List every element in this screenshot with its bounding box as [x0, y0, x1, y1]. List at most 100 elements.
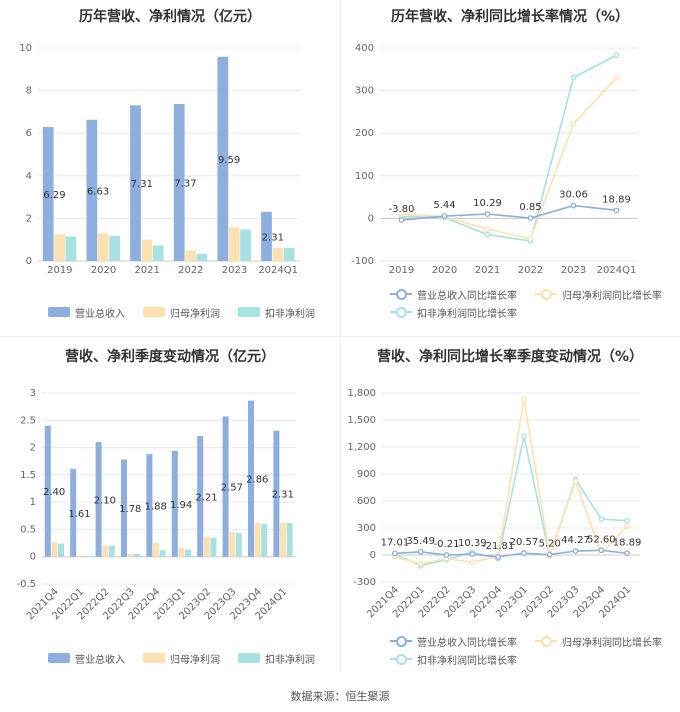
legend: 营业总收入 归母净利润 扣非净利润: [48, 303, 333, 321]
legend-swatch: [48, 307, 70, 317]
x-tick-label: 2021: [134, 265, 159, 276]
data-point: [546, 551, 553, 558]
bar: [222, 416, 229, 557]
bar: [58, 543, 65, 557]
chart-title: 历年营收、净利同比增长率情况（%）: [390, 9, 630, 25]
bar: [108, 545, 115, 557]
y-tick-label: 400: [355, 43, 374, 54]
bar: [130, 105, 141, 261]
legend-line-marker: [535, 289, 557, 300]
legend-item-parent-growth[interactable]: 归母净利润同比增长率: [535, 285, 662, 303]
legend-item-revenue-growth[interactable]: 营业总收入同比增长率: [390, 285, 517, 303]
y-tick-label: 3: [30, 388, 36, 399]
legend-item-revenue[interactable]: 营业总收入: [48, 303, 125, 321]
bar: [173, 104, 185, 261]
bar: [273, 430, 280, 557]
data-point: [613, 52, 620, 59]
data-point: [572, 478, 579, 485]
bar-value-label: 7.37: [174, 179, 196, 190]
series-line: [394, 399, 628, 565]
y-tick-label: 300: [357, 523, 376, 534]
y-tick-label: 4: [26, 171, 32, 182]
legend-label: 归母净利润: [170, 654, 220, 666]
bar: [283, 247, 295, 261]
bar: [152, 245, 164, 261]
bar-value-label: 2.31: [272, 490, 294, 501]
y-tick-label: -300: [353, 577, 376, 588]
y-tick-label: 2: [30, 443, 36, 454]
legend-label: 归母净利润同比增长率: [562, 637, 662, 649]
legend-label: 扣非净利润: [265, 308, 315, 320]
bar: [178, 547, 185, 557]
bar-value-label: 2.57: [221, 483, 243, 494]
bar-value-label: 2.86: [246, 475, 268, 486]
bar: [42, 127, 54, 261]
legend-swatch: [143, 653, 165, 663]
x-tick-label: 2024Q1: [258, 265, 298, 276]
x-tick-label: 2024Q1: [597, 265, 637, 276]
x-tick-label: 2020: [91, 265, 116, 276]
legend-line-marker: [390, 654, 412, 665]
y-tick-label: 1.5: [20, 470, 36, 481]
bar: [76, 555, 83, 557]
legend-label: 营业总收入: [75, 308, 125, 320]
bar-value-label: 1.94: [170, 500, 192, 511]
legend-line-marker: [535, 636, 557, 647]
series-line: [401, 54, 617, 242]
point-value-label: -0.21: [434, 539, 460, 550]
data-point: [484, 226, 491, 232]
bar: [254, 522, 261, 557]
bar: [197, 436, 204, 557]
annual-growth-line-chart: -100 0 100 200 300 400 2019 2020 2021 2022 2023 202…: [351, 43, 638, 276]
legend-label: 营业总收入同比增长率: [417, 637, 517, 649]
bar: [228, 227, 240, 261]
data-source-note: 数据来源：恒生聚源: [290, 690, 390, 703]
y-tick-label: 2.5: [20, 415, 36, 426]
bar: [217, 56, 229, 261]
quarterly-bar-chart: -0.500.511.522.532021Q42022Q12022Q22022Q…: [16, 388, 296, 622]
data-point: [521, 433, 527, 440]
y-tick-label: 100: [355, 171, 374, 182]
data-point: [417, 561, 424, 567]
legend-item-deducted-profit[interactable]: 扣非净利润: [238, 649, 315, 667]
legend-item-parent-profit[interactable]: 归母净利润: [143, 649, 220, 667]
x-tick-label: 2022: [518, 265, 543, 276]
y-tick-label: 600: [357, 496, 376, 507]
data-point: [469, 551, 476, 557]
y-tick-label: 1: [30, 497, 36, 508]
bar: [261, 211, 272, 261]
legend-item-deducted-growth[interactable]: 扣非净利润同比增长率: [390, 303, 517, 321]
bar: [210, 537, 217, 557]
legend-item-deducted-growth[interactable]: 扣非净利润同比增长率: [390, 650, 517, 668]
legend-item-revenue[interactable]: 营业总收入: [48, 649, 125, 667]
legend-item-parent-profit[interactable]: 归母净利润: [143, 303, 220, 321]
y-tick-label: 1,200: [347, 442, 376, 453]
bar: [109, 235, 120, 261]
legend-item-parent-growth[interactable]: 归母净利润同比增长率: [535, 632, 662, 650]
legend-item-deducted-profit[interactable]: 扣非净利润: [238, 303, 315, 321]
data-point: [570, 202, 577, 209]
legend-label: 扣非净利润同比增长率: [417, 655, 517, 667]
y-tick-label: 6: [26, 128, 32, 139]
bar: [247, 400, 254, 557]
point-value-label: 5.44: [433, 200, 455, 211]
bar: [70, 468, 77, 557]
legend-swatch: [48, 653, 70, 663]
data-point: [398, 217, 405, 223]
bar: [159, 550, 166, 557]
bar: [65, 236, 77, 261]
y-tick-label: 900: [357, 469, 376, 480]
data-point: [392, 550, 398, 557]
point-value-label: 35.49: [406, 536, 435, 547]
bar-value-label: 1.78: [119, 504, 141, 515]
x-tick-label: 2021: [475, 265, 500, 276]
legend-label: 归母净利润: [170, 308, 220, 320]
series-line: [401, 77, 618, 240]
legend-item-revenue-growth[interactable]: 营业总收入同比增长率: [390, 632, 517, 650]
point-value-label: 20.57: [510, 537, 539, 548]
point-value-label: 18.89: [613, 537, 642, 548]
point-value-label: 18.89: [602, 194, 631, 205]
bar: [86, 119, 98, 261]
y-tick-label: 0: [370, 550, 376, 561]
y-tick-label: 0: [30, 552, 36, 563]
